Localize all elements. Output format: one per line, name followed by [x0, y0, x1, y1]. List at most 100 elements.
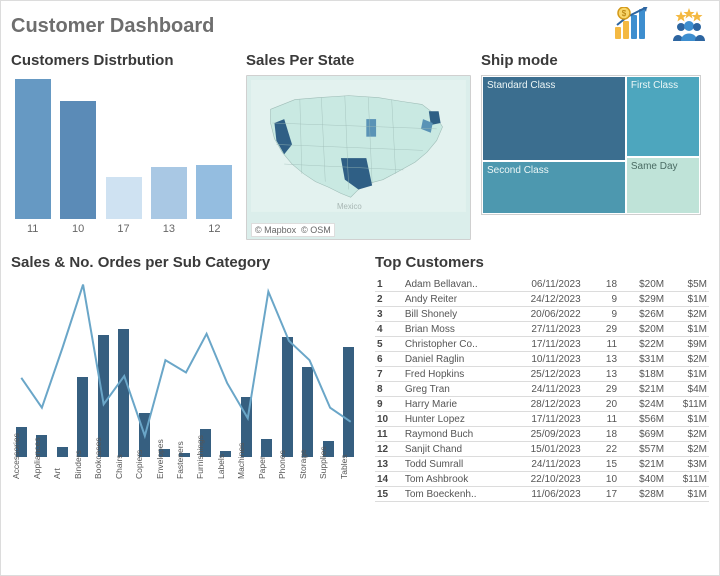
table-cell: Daniel Raglin: [403, 352, 512, 367]
subcat-label: Phones: [277, 450, 287, 479]
table-cell: 1: [375, 277, 403, 292]
table-row[interactable]: 14Tom Ashbrook22/10/202310$40M$11M: [375, 472, 709, 487]
table-cell: $22M: [619, 337, 666, 352]
table-cell: $1M: [666, 412, 709, 427]
table-cell: $5M: [666, 277, 709, 292]
sales-growth-icon[interactable]: $: [613, 7, 655, 46]
table-cell: $1M: [666, 322, 709, 337]
us-map[interactable]: Mexico © Mapbox © OSM: [246, 75, 471, 240]
table-row[interactable]: 6Daniel Raglin10/11/202313$31M$2M: [375, 352, 709, 367]
table-row[interactable]: 12Sanjit Chand15/01/202322$57M$2M: [375, 442, 709, 457]
table-cell: 8: [375, 382, 403, 397]
table-cell: 18: [583, 277, 619, 292]
table-cell: $2M: [666, 307, 709, 322]
table-cell: Andy Reiter: [403, 292, 512, 307]
tree-sameday[interactable]: Same Day: [626, 157, 700, 214]
table-cell: 24/11/2023: [512, 457, 583, 472]
topcustomers-table[interactable]: 1Adam Bellavan..06/11/202318$20M$5M2Andy…: [375, 277, 709, 502]
table-cell: $21M: [619, 382, 666, 397]
subcat-label: Supplies: [318, 446, 328, 479]
distribution-title: Customers Distrbution: [11, 52, 236, 69]
table-row[interactable]: 10Hunter Lopez17/11/202311$56M$1M: [375, 412, 709, 427]
table-row[interactable]: 8Greg Tran24/11/202329$21M$4M: [375, 382, 709, 397]
dist-label: 17: [117, 223, 129, 235]
dist-bar[interactable]: 10: [58, 101, 97, 235]
shipmode-title: Ship mode: [481, 52, 701, 69]
topcustomers-panel: Top Customers 1Adam Bellavan..06/11/2023…: [375, 254, 709, 502]
shipmode-treemap[interactable]: Standard Class Second Class First Class …: [481, 75, 701, 215]
table-cell: Raymond Buch: [403, 427, 512, 442]
table-cell: Greg Tran: [403, 382, 512, 397]
table-cell: Fred Hopkins: [403, 367, 512, 382]
table-row[interactable]: 11Raymond Buch25/09/202318$69M$2M: [375, 427, 709, 442]
table-row[interactable]: 2Andy Reiter24/12/20239$29M$1M: [375, 292, 709, 307]
table-cell: 5: [375, 337, 403, 352]
table-row[interactable]: 3Bill Shonely20/06/20229$26M$2M: [375, 307, 709, 322]
subcat-label: Copiers: [134, 450, 144, 479]
tree-first[interactable]: First Class: [626, 76, 700, 157]
table-cell: $18M: [619, 367, 666, 382]
dist-bar[interactable]: 11: [13, 79, 52, 235]
table-cell: 17: [583, 487, 619, 502]
dist-bar[interactable]: 13: [149, 167, 188, 235]
subcategory-chart[interactable]: AccessoriesAppliancesArtBindersBookcases…: [11, 277, 361, 477]
table-cell: 13: [583, 367, 619, 382]
page-title: Customer Dashboard: [11, 15, 214, 38]
table-cell: 4: [375, 322, 403, 337]
table-cell: 22: [583, 442, 619, 457]
subcat-label: Chairs: [114, 454, 124, 479]
subcat-label: Binders: [73, 450, 83, 479]
table-cell: $56M: [619, 412, 666, 427]
distribution-panel: Customers Distrbution 11 10 17 13 12: [11, 52, 236, 240]
table-row[interactable]: 15Tom Boeckenh..11/06/202317$28M$1M: [375, 487, 709, 502]
subcategory-panel: Sales & No. Ordes per Sub Category Acces…: [11, 254, 361, 502]
table-cell: $1M: [666, 292, 709, 307]
table-cell: $1M: [666, 487, 709, 502]
table-row[interactable]: 13Todd Sumrall24/11/202315$21M$3M: [375, 457, 709, 472]
subcat-label: Tables: [339, 454, 349, 479]
table-cell: 6: [375, 352, 403, 367]
dist-label: 10: [72, 223, 84, 235]
subcat-label: Labels: [216, 454, 226, 479]
tree-second[interactable]: Second Class: [482, 161, 626, 214]
map-attribution: © Mapbox © OSM: [251, 223, 335, 237]
tree-standard[interactable]: Standard Class: [482, 76, 626, 161]
dist-bar[interactable]: 17: [104, 177, 143, 235]
dist-label: 12: [208, 223, 220, 235]
table-row[interactable]: 4Brian Moss27/11/202329$20M$1M: [375, 322, 709, 337]
table-cell: Christopher Co..: [403, 337, 512, 352]
table-cell: $2M: [666, 427, 709, 442]
header: Customer Dashboard $: [11, 7, 709, 46]
table-cell: Adam Bellavan..: [403, 277, 512, 292]
table-cell: 11: [375, 427, 403, 442]
table-cell: $26M: [619, 307, 666, 322]
subcat-label: Accessories: [11, 433, 21, 479]
table-cell: $9M: [666, 337, 709, 352]
table-row[interactable]: 1Adam Bellavan..06/11/202318$20M$5M: [375, 277, 709, 292]
table-cell: 2: [375, 292, 403, 307]
distribution-chart[interactable]: 11 10 17 13 12: [11, 75, 236, 235]
table-cell: $21M: [619, 457, 666, 472]
table-cell: $29M: [619, 292, 666, 307]
table-cell: 06/11/2023: [512, 277, 583, 292]
table-cell: $40M: [619, 472, 666, 487]
table-cell: $57M: [619, 442, 666, 457]
table-cell: 28/12/2023: [512, 397, 583, 412]
table-cell: 9: [583, 292, 619, 307]
table-cell: $11M: [666, 397, 709, 412]
table-cell: 9: [375, 397, 403, 412]
table-cell: $28M: [619, 487, 666, 502]
table-cell: 25/12/2023: [512, 367, 583, 382]
dist-bar[interactable]: 12: [195, 165, 234, 235]
table-cell: 13: [375, 457, 403, 472]
subcat-label: Envelopes: [155, 439, 165, 479]
customers-icon[interactable]: [669, 7, 709, 46]
subcat-label: Paper: [257, 456, 267, 479]
table-row[interactable]: 5Christopher Co..17/11/202311$22M$9M: [375, 337, 709, 352]
table-cell: $2M: [666, 442, 709, 457]
table-row[interactable]: 7Fred Hopkins25/12/202313$18M$1M: [375, 367, 709, 382]
table-cell: 20/06/2022: [512, 307, 583, 322]
table-row[interactable]: 9Harry Marie28/12/202320$24M$11M: [375, 397, 709, 412]
table-cell: $1M: [666, 367, 709, 382]
table-cell: 13: [583, 352, 619, 367]
